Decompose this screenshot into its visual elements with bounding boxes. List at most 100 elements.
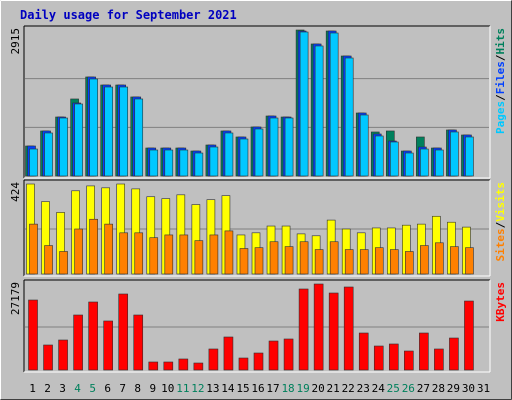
x-tick-label: 5 xyxy=(89,382,96,395)
bar xyxy=(74,228,83,275)
x-tick-label: 10 xyxy=(161,382,174,395)
bar xyxy=(404,350,414,371)
bar xyxy=(74,103,83,177)
bar xyxy=(209,234,219,275)
legend-entry: Pages xyxy=(494,101,507,134)
bar xyxy=(374,135,384,177)
bar xyxy=(44,132,53,177)
x-tick-label: 4 xyxy=(74,382,81,395)
bar xyxy=(283,338,294,371)
bar xyxy=(148,361,159,371)
bar xyxy=(179,234,189,275)
bar xyxy=(59,251,68,275)
x-tick-label: 30 xyxy=(462,382,475,395)
bar xyxy=(29,223,38,275)
bar xyxy=(420,148,429,177)
bar xyxy=(344,249,354,275)
legend-entry: Sites xyxy=(494,228,507,261)
bar xyxy=(208,348,219,371)
x-tick-label: 21 xyxy=(327,382,340,395)
bar xyxy=(134,232,144,275)
bar xyxy=(58,339,68,371)
bar xyxy=(329,241,339,275)
x-tick-label: 25 xyxy=(387,382,400,395)
bar xyxy=(163,361,174,371)
bar xyxy=(465,247,474,275)
x-tick-label: 18 xyxy=(281,382,294,395)
bar xyxy=(134,98,144,177)
legend: Sites/Visits xyxy=(494,182,507,262)
x-tick-label: 17 xyxy=(266,382,279,395)
bar xyxy=(269,117,279,177)
x-tick-label: 7 xyxy=(119,382,126,395)
bar xyxy=(193,362,204,371)
x-tick-label: 3 xyxy=(59,382,66,395)
x-tick-label: 1 xyxy=(29,382,36,395)
x-tick-label: 15 xyxy=(236,382,249,395)
bar xyxy=(343,286,354,371)
bar xyxy=(450,131,459,177)
y-tick-label: 27179 xyxy=(9,282,22,315)
bar xyxy=(344,57,354,177)
legend-entry: Files xyxy=(494,61,507,94)
bar xyxy=(224,132,234,177)
bar xyxy=(104,223,113,275)
x-tick-label: 29 xyxy=(447,382,460,395)
bar xyxy=(313,283,324,371)
bar xyxy=(299,241,309,275)
bar xyxy=(359,114,369,177)
legend: KBytes xyxy=(494,282,507,322)
x-tick-label: 8 xyxy=(134,382,141,395)
bar xyxy=(28,299,38,371)
y-tick-label: 424 xyxy=(9,182,22,202)
bar xyxy=(449,337,459,371)
bar xyxy=(119,86,129,177)
bar xyxy=(405,251,414,275)
legend-separator: / xyxy=(494,221,507,228)
bar xyxy=(103,320,113,371)
bar xyxy=(194,152,204,177)
bar xyxy=(373,345,384,371)
bar xyxy=(435,242,444,275)
bar xyxy=(268,340,279,371)
x-tick-label: 6 xyxy=(104,382,111,395)
x-tick-label: 27 xyxy=(417,382,430,395)
legend-entry: Visits xyxy=(494,182,507,222)
bar xyxy=(29,148,38,177)
bar xyxy=(405,152,414,177)
y-tick-label: 2915 xyxy=(9,28,22,55)
x-tick-label: 12 xyxy=(191,382,204,395)
bar xyxy=(224,230,234,275)
bar xyxy=(238,357,249,371)
bar xyxy=(194,240,204,275)
bar xyxy=(374,247,384,275)
x-tick-label: 26 xyxy=(402,382,415,395)
x-tick-label: 11 xyxy=(176,382,189,395)
bar xyxy=(239,248,249,275)
bar xyxy=(254,128,264,177)
bar xyxy=(89,78,98,177)
bar xyxy=(435,149,444,177)
x-tick-label: 20 xyxy=(312,382,325,395)
bar xyxy=(104,86,113,177)
x-tick-label: 28 xyxy=(432,382,445,395)
bar xyxy=(133,314,144,371)
bar xyxy=(88,301,98,371)
bar xyxy=(178,358,189,371)
bar xyxy=(388,343,399,371)
bar xyxy=(149,237,159,275)
bar xyxy=(119,232,129,275)
bar xyxy=(450,246,459,275)
bar xyxy=(434,348,444,371)
x-tick-label: 16 xyxy=(251,382,264,395)
x-tick-label: 13 xyxy=(206,382,219,395)
bar xyxy=(118,293,129,371)
bar xyxy=(420,245,429,275)
bar xyxy=(254,247,264,275)
x-tick-label: 14 xyxy=(221,382,235,395)
bar xyxy=(359,249,369,275)
bar xyxy=(299,31,309,177)
x-tick-label: 31 xyxy=(477,382,490,395)
bar xyxy=(419,332,429,371)
